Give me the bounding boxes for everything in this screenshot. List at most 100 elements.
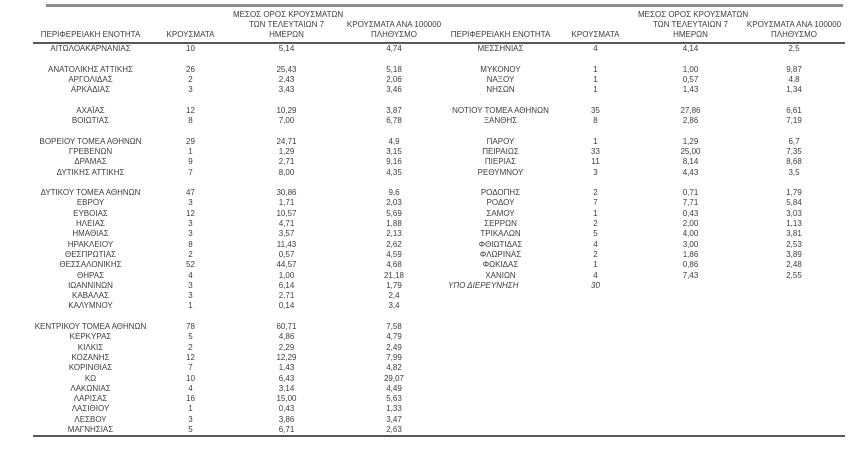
table-row: ΚΩ 10 6,43 29,07 xyxy=(33,374,845,384)
right-avg7-cell: 27,86 xyxy=(680,105,701,115)
header-per100k-right: ΚΡΟΥΣΜΑΤΑ ΑΝΑ 100000 ΠΛΗΘΥΣΜΟ xyxy=(743,7,845,42)
left-cases-cell: 12 xyxy=(186,352,195,362)
table-row: ΛΑΚΩΝΙΑΣ 4 3,14 4,49 xyxy=(33,384,845,394)
right-region-cell: ΡΕΘΥΜΝΟΥ xyxy=(477,167,524,177)
header-per100k-line1: ΚΡΟΥΣΜΑΤΑ ΑΝΑ 100000 xyxy=(746,20,842,29)
right-per100k-cell xyxy=(743,394,845,404)
left-region-cell xyxy=(33,312,148,322)
right-per100k-cell: 1,13 xyxy=(786,219,802,229)
left-region-cell: ΓΡΕΒΕΝΩΝ xyxy=(68,146,113,156)
left-avg7-cell: 10,29 xyxy=(276,105,297,115)
right-region-cell: ΠΕΙΡΑΙΩΣ xyxy=(482,146,519,156)
header-region-right: ΠΕΡΙΦΕΡΕΙΑΚΗ ΕΝΟΤΗΤΑ xyxy=(448,7,553,42)
table-row: ΛΑΡΙΣΑΣ 16 15,00 5,63 xyxy=(33,394,845,404)
right-region-cell: ΦΛΩΡΙΝΑΣ xyxy=(479,249,522,259)
left-cases-cell: 8 xyxy=(188,116,193,126)
right-per100k-cell xyxy=(743,126,845,136)
right-region-cell: ΦΩΚΙΔΑΣ xyxy=(482,260,519,270)
left-region-cell: ΗΡΑΚΛΕΙΟΥ xyxy=(67,239,114,249)
left-cases-cell xyxy=(148,54,233,64)
left-avg7-cell: 5,14 xyxy=(278,44,295,53)
right-region-cell xyxy=(448,343,553,353)
header-cases-right: ΚΡΟΥΣΜΑΤΑ xyxy=(553,7,638,42)
left-avg7-cell: 12,29 xyxy=(276,352,297,362)
right-per100k-cell xyxy=(743,301,845,311)
left-region-cell: ΛΑΣΙΘΙΟΥ xyxy=(71,404,110,414)
left-avg7-cell: 2,71 xyxy=(278,291,295,301)
left-cases-cell: 3 xyxy=(188,414,193,424)
right-region-cell: ΞΑΝΘΗΣ xyxy=(483,116,518,126)
right-region-cell xyxy=(448,415,553,425)
table-row: ΑΡΓΟΛΙΔΑΣ 2 2,43 2,06 ΝΑΞΟΥ 1 0,57 4,8 xyxy=(33,75,845,85)
right-avg7-cell xyxy=(638,394,743,404)
right-cases-cell xyxy=(553,404,638,414)
header-avg7-line2: ΤΩΝ ΤΕΛΕΥΤΑΙΩΝ 7 xyxy=(248,20,325,29)
right-avg7-cell xyxy=(638,425,743,435)
right-avg7-cell: 0,43 xyxy=(682,208,699,218)
left-per100k-cell: 2,4 xyxy=(388,291,400,301)
right-per100k-cell xyxy=(743,95,845,105)
right-avg7-cell xyxy=(638,301,743,311)
left-per100k-cell: 7,58 xyxy=(386,322,402,332)
right-per100k-cell xyxy=(743,425,845,435)
right-per100k-cell xyxy=(743,374,845,384)
right-cases-cell: 4 xyxy=(593,44,598,53)
left-avg7-cell: 2,29 xyxy=(278,342,295,352)
right-cases-cell: 1 xyxy=(593,74,598,84)
left-per100k-cell: 3,15 xyxy=(386,146,402,156)
left-avg7-cell: 4,86 xyxy=(278,332,295,342)
right-cases-cell: 8 xyxy=(593,116,598,126)
left-cases-cell: 4 xyxy=(188,383,193,393)
left-region-cell: ΔΥΤΙΚΗΣ ΑΤΤΙΚΗΣ xyxy=(56,167,125,177)
right-region-cell: ΡΟΔΟΠΗΣ xyxy=(480,188,521,198)
right-region-cell: ΠΑΡΟΥ xyxy=(486,136,515,146)
left-per100k-cell: 9,16 xyxy=(386,157,402,167)
table-row: ΗΡΑΚΛΕΙΟΥ 8 11,43 2,62 ΦΘΙΩΤΙΔΑΣ 4 3,00 2,53 xyxy=(33,240,845,250)
table-row xyxy=(33,126,845,136)
right-cases-cell xyxy=(553,126,638,136)
right-cases-cell xyxy=(553,291,638,301)
left-region-cell: ΒΟΡΕΙΟΥ ΤΟΜΕΑ ΑΘΗΝΩΝ xyxy=(39,136,142,146)
right-cases-cell xyxy=(553,415,638,425)
left-per100k-cell: 4,49 xyxy=(386,383,402,393)
left-per100k-cell: 3,4 xyxy=(388,301,400,311)
left-cases-cell xyxy=(148,95,233,105)
right-avg7-cell xyxy=(638,384,743,394)
left-per100k-cell: 4,35 xyxy=(386,167,402,177)
right-avg7-cell: 8,14 xyxy=(682,157,699,167)
left-region-cell: ΑΙΤΩΛΟΑΚΑΡΝΑΝΙΑΣ xyxy=(50,44,131,53)
right-region-cell: ΣΑΜΟΥ xyxy=(486,208,515,218)
left-per100k-cell: 4,9 xyxy=(388,136,400,146)
left-region-cell: ΘΕΣΣΑΛΟΝΙΚΗΣ xyxy=(59,260,122,270)
right-per100k-cell: 2,53 xyxy=(786,239,802,249)
table-row: ΗΜΑΘΙΑΣ 3 3,57 2,13 ΤΡΙΚΑΛΩΝ 5 4,00 3,81 xyxy=(33,229,845,239)
left-cases-cell xyxy=(148,178,233,188)
header-cases-left: ΚΡΟΥΣΜΑΤΑ xyxy=(148,7,233,42)
right-region-cell: ΤΡΙΚΑΛΩΝ xyxy=(480,229,521,239)
right-region-cell: ΣΕΡΡΩΝ xyxy=(484,219,517,229)
left-region-cell: ΚΟΖΑΝΗΣ xyxy=(71,352,110,362)
right-avg7-cell xyxy=(638,126,743,136)
left-region-cell: ΚΕΡΚΥΡΑΣ xyxy=(69,332,112,342)
right-per100k-cell xyxy=(743,178,845,188)
right-avg7-cell: 1,00 xyxy=(682,64,699,74)
right-avg7-cell: 7,43 xyxy=(682,270,699,280)
left-cases-cell: 3 xyxy=(188,198,193,208)
left-per100k-cell: 6,78 xyxy=(386,116,402,126)
right-avg7-cell: 0,71 xyxy=(682,188,699,198)
table-row: ΜΑΓΝΗΣΙΑΣ 5 6,71 2,63 xyxy=(33,425,845,435)
header-region-label: ΠΕΡΙΦΕΡΕΙΑΚΗ ΕΝΟΤΗΤΑ xyxy=(40,30,141,39)
header-region-label: ΠΕΡΙΦΕΡΕΙΑΚΗ ΕΝΟΤΗΤΑ xyxy=(450,30,551,39)
right-cases-cell xyxy=(553,301,638,311)
right-avg7-cell xyxy=(638,291,743,301)
right-per100k-cell: 7,19 xyxy=(786,116,802,126)
right-per100k-cell: 3,89 xyxy=(786,249,802,259)
right-per100k-cell xyxy=(743,415,845,425)
left-region-cell: ΕΒΡΟΥ xyxy=(76,198,105,208)
left-avg7-cell: 7,00 xyxy=(278,116,295,126)
left-cases-cell: 3 xyxy=(188,280,193,290)
right-region-cell xyxy=(448,394,553,404)
left-avg7-cell xyxy=(233,178,340,188)
left-cases-cell: 52 xyxy=(186,260,195,270)
left-region-cell: ΛΑΡΙΣΑΣ xyxy=(73,394,108,404)
